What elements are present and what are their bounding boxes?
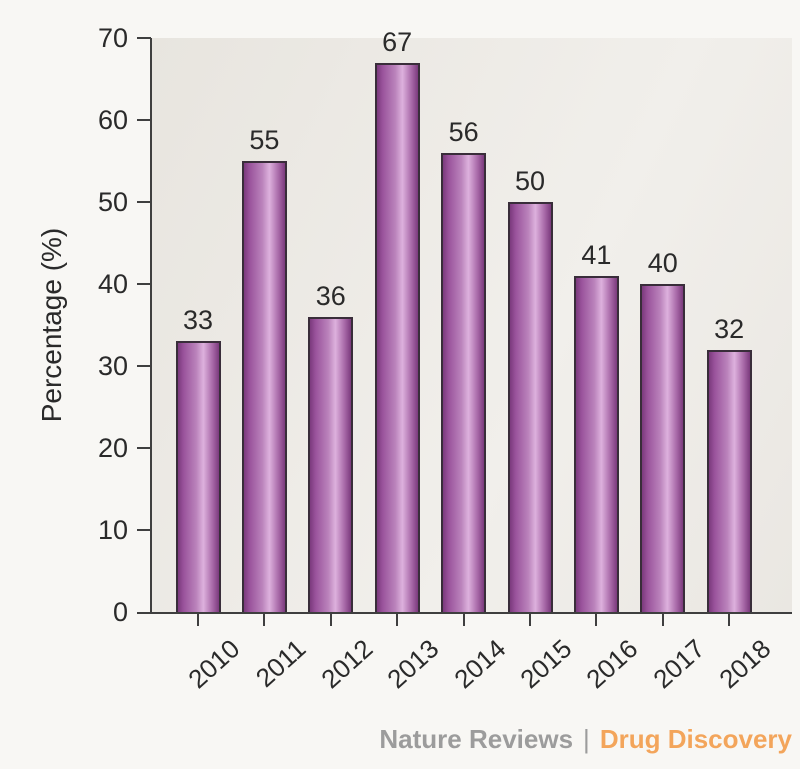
x-axis-line <box>137 612 792 614</box>
bar-value-label-2014: 56 <box>448 116 479 147</box>
x-tick-label-2018: 2018 <box>713 633 777 695</box>
y-axis-line <box>150 38 152 614</box>
x-axis-tick-2011 <box>263 614 266 626</box>
x-tick-label-2013: 2013 <box>381 633 445 695</box>
y-axis-tick <box>137 365 151 367</box>
bar-value-label-2015: 50 <box>514 166 546 196</box>
y-axis-tick <box>137 201 151 203</box>
y-tick-label: 20 <box>97 433 128 463</box>
bar-2018 <box>706 349 752 612</box>
y-axis-tick <box>137 119 151 121</box>
x-tick-label-2015: 2015 <box>514 633 578 695</box>
y-axis-tick <box>137 37 151 39</box>
y-tick-label: 70 <box>97 23 128 53</box>
y-tick-label: 60 <box>97 105 128 135</box>
x-tick-label-2010: 2010 <box>182 633 246 695</box>
bar-value-label-2017: 40 <box>647 248 678 278</box>
x-axis-tick-2016 <box>595 614 598 626</box>
y-tick-label: 40 <box>97 269 128 299</box>
x-axis-tick-2018 <box>728 614 731 626</box>
x-tick-label-2017: 2017 <box>647 633 711 695</box>
x-tick-label-2016: 2016 <box>580 633 644 695</box>
bar-2017 <box>640 284 686 612</box>
footer-credit: Nature Reviews | Drug Discovery <box>379 724 792 755</box>
bar-2016 <box>573 275 619 612</box>
x-axis-tick-2015 <box>529 614 531 626</box>
x-tick-label-2014: 2014 <box>447 633 511 695</box>
y-axis-tick <box>137 283 151 285</box>
x-axis-tick-2014 <box>462 614 465 626</box>
bar-2010 <box>175 341 221 612</box>
x-axis-tick-2012 <box>329 614 332 626</box>
x-axis-tick-2010 <box>197 614 199 626</box>
bar-value-label-2016: 41 <box>581 239 612 270</box>
y-tick-label: 0 <box>112 597 128 627</box>
bar-2014 <box>441 152 487 612</box>
x-axis-tick-2013 <box>396 614 399 626</box>
bar-value-label-2013: 67 <box>382 26 413 57</box>
y-tick-label: 10 <box>97 515 128 545</box>
bar-value-label-2012: 36 <box>315 280 346 311</box>
bar-2013 <box>374 62 420 612</box>
footer-journal: Nature Reviews <box>379 724 574 754</box>
x-tick-label-2012: 2012 <box>315 633 379 695</box>
bar-2011 <box>241 161 287 612</box>
x-axis-tick-2017 <box>661 614 664 626</box>
y-axis-tick <box>137 529 151 531</box>
bar-value-label-2018: 32 <box>714 313 745 344</box>
y-tick-label: 50 <box>97 187 128 217</box>
bar-2012 <box>308 316 354 612</box>
y-axis-tick <box>137 447 151 449</box>
footer-separator: | <box>583 724 590 754</box>
y-tick-label: 30 <box>97 351 128 381</box>
bar-value-label-2011: 55 <box>249 125 280 155</box>
bar-value-label-2010: 33 <box>182 305 214 336</box>
bar-2015 <box>507 202 553 612</box>
x-tick-label-2011: 2011 <box>250 633 312 693</box>
footer-publication: Drug Discovery <box>599 724 792 754</box>
